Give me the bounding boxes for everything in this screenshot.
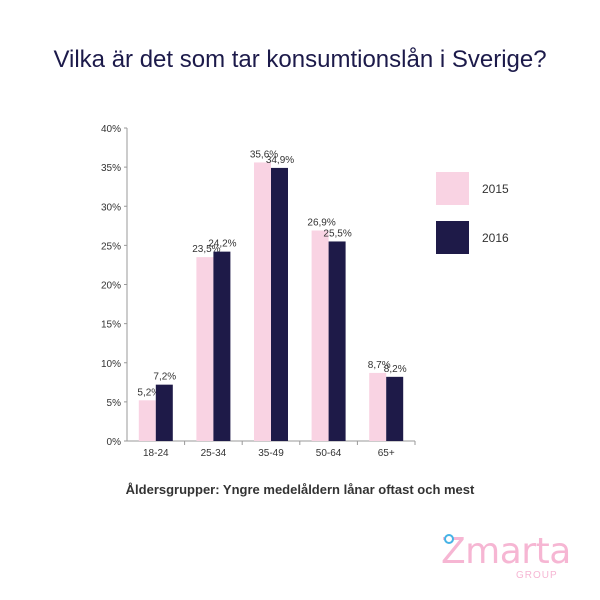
zmarta-logo: Zmarta GROUP [441,531,571,581]
bar-2015 [311,230,329,441]
bar-2016 [213,251,231,441]
legend-swatch-2015 [436,172,469,205]
y-tick-label: 5% [107,398,122,409]
bar-2016 [386,376,404,441]
data-label: 23,5% [192,244,220,255]
x-tick-label: 65+ [378,448,395,459]
x-axis-label: Åldersgrupper: Yngre medelåldern lånar o… [125,482,475,497]
y-tick-label: 25% [101,241,121,252]
bar-2016 [271,167,288,441]
y-tick-label: 0% [107,437,122,448]
y-tick-label: 35% [101,163,121,174]
data-label: 8,2% [384,364,407,375]
bar-2015 [196,257,214,441]
y-tick-label: 15% [101,320,121,331]
x-tick-label: 35-49 [258,448,284,459]
bar-2015 [369,372,387,441]
logo-subtitle: GROUP [516,570,558,581]
data-label: 24,2% [208,239,236,250]
data-label: 25,5% [323,228,351,239]
x-tick-label: 18-24 [143,448,169,459]
legend-swatch-2016 [436,221,469,254]
bar-2015 [138,400,156,441]
data-label: 26,9% [307,218,335,229]
y-tick-label: 40% [101,124,121,135]
data-label: 8,7% [368,360,391,371]
y-tick-label: 10% [101,359,121,370]
logo-dot-icon [444,534,454,544]
bar-2016 [155,384,173,441]
chart-title: Vilka är det som tar konsumtionslån i Sv… [53,46,547,73]
data-label: 34,9% [266,155,294,166]
data-label: 5,2% [137,387,160,398]
legend-label: 2015 [482,182,509,196]
legend-label: 2016 [482,231,509,245]
x-tick-label: 50-64 [316,448,342,459]
x-tick-label: 25-34 [201,448,227,459]
data-label: 35,6% [250,149,278,160]
bar-2016 [328,241,346,441]
y-tick-label: 30% [101,202,121,213]
bar-2015 [254,162,271,441]
data-label: 7,2% [153,372,176,383]
y-tick-label: 20% [101,281,121,292]
logo-word: Zmarta [441,531,571,572]
